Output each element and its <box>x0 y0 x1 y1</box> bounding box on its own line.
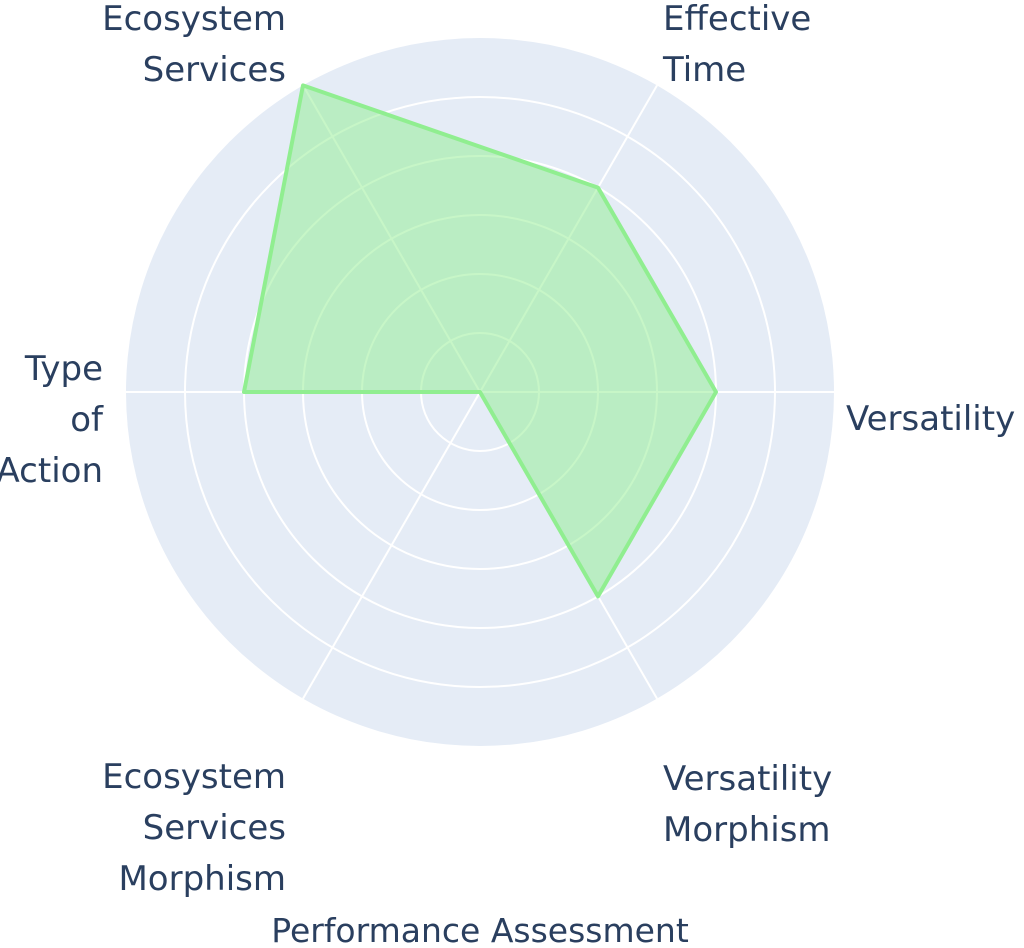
grid-spoke-4 <box>302 391 481 700</box>
axis-label-versatility: Versatility <box>846 399 1015 439</box>
axis-labels: Versatility Effective Time Ecosystem Service… <box>0 0 1015 899</box>
axis-label-effective-time: Effective Time <box>662 0 811 90</box>
axis-label-type-of-action: Type of Action <box>0 349 104 491</box>
series-area <box>242 83 718 599</box>
axis-label-ecosystem-services: Ecosystem Services <box>102 0 286 90</box>
chart-title: Performance Assessment <box>271 911 689 948</box>
axis-label-ecosystem-services-morphism: Ecosystem Services Morphism <box>102 757 286 899</box>
axis-label-versatility-morphism: Versatility Morphism <box>663 759 832 850</box>
